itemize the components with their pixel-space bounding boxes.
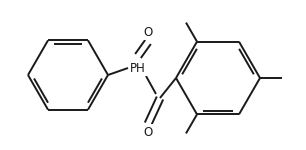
- Text: O: O: [144, 26, 153, 39]
- Text: PH: PH: [130, 61, 146, 75]
- Text: O: O: [144, 126, 153, 138]
